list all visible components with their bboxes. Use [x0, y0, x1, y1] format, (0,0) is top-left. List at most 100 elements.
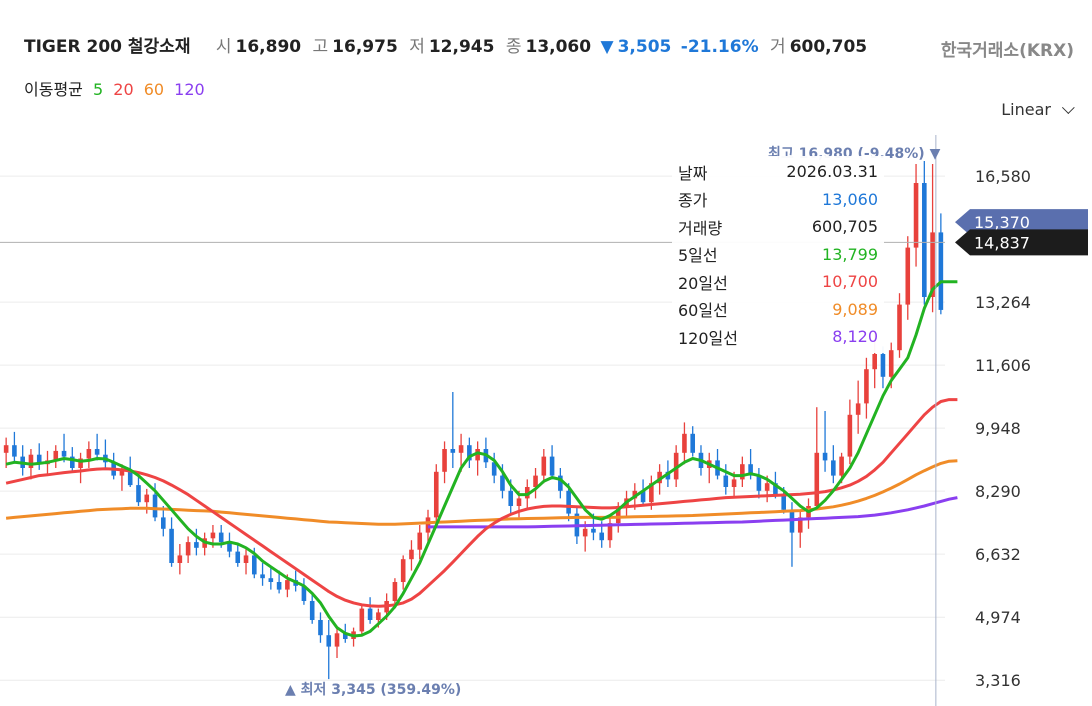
candle-body: [748, 464, 753, 476]
candle-body: [185, 542, 191, 556]
candle-body: [251, 555, 257, 575]
candle-body: [36, 454, 42, 465]
candle-body: [756, 475, 762, 491]
candle-body: [839, 456, 844, 476]
candle-body: [566, 490, 571, 514]
open-label: 시: [215, 37, 232, 57]
open-value: 16,890: [235, 37, 302, 57]
ma120-line: [428, 496, 958, 529]
scale-selector[interactable]: Linear: [1001, 100, 1075, 119]
crosshair-tooltip: 날짜 2026.03.31 종가 13,060 거래량 600,705 5일선 13,7…: [672, 156, 884, 353]
candle-body: [367, 608, 373, 620]
y-tick-label: 4,974: [975, 608, 1021, 627]
candle-body: [764, 483, 770, 491]
candle-body: [70, 456, 75, 468]
high-label: 고: [312, 37, 329, 57]
candle-body: [458, 445, 464, 453]
price-tag-label: 15,370: [974, 213, 1030, 232]
candle-body: [342, 633, 348, 639]
candle-body: [491, 462, 497, 476]
candle-body: [194, 542, 199, 548]
tooltip-value: 10,700: [822, 272, 878, 292]
candle-body: [136, 485, 141, 503]
ma-legend-5[interactable]: 5: [92, 80, 104, 99]
ma5-line: [5, 280, 958, 638]
candle-body: [376, 612, 381, 620]
candle-body: [682, 433, 687, 453]
candle-body: [12, 445, 17, 457]
change-value: 3,505: [617, 37, 672, 57]
exchange-name: 한국거래소(KRX): [940, 41, 1074, 61]
tooltip-value: 600,705: [811, 217, 878, 237]
candle-body: [61, 450, 67, 457]
candle-body: [657, 471, 662, 484]
tooltip-value: 13,060: [822, 189, 878, 209]
candle-body: [888, 350, 894, 377]
candle-body: [450, 449, 456, 453]
candle-body: [938, 232, 944, 310]
candle-body: [913, 183, 919, 248]
y-tick-label: 9,948: [975, 419, 1021, 438]
candle-body: [640, 490, 646, 503]
candle-body: [930, 232, 935, 297]
candle-body: [822, 452, 828, 461]
candle-body: [855, 403, 861, 415]
ma20-line: [5, 398, 958, 608]
volume-value: 600,705: [789, 37, 868, 57]
tooltip-value: 2026.03.31: [786, 162, 878, 182]
y-tick-label: 16,580: [975, 167, 1031, 186]
candle-body: [210, 532, 216, 539]
candle-body: [731, 479, 737, 487]
high-value: 16,975: [332, 37, 398, 57]
moving-average-legend: 이동평균 5 20 60 120: [24, 76, 210, 100]
ma-legend-60[interactable]: 60: [143, 80, 165, 99]
candle-body: [334, 633, 340, 647]
price-tag: [955, 229, 1088, 256]
y-tick-label: 8,290: [975, 482, 1021, 501]
candle-body: [276, 582, 282, 590]
y-tick-label: 6,632: [975, 545, 1021, 564]
candle-body: [53, 450, 59, 461]
candle-body: [549, 456, 555, 476]
tooltip-row-date: 날짜 2026.03.31: [678, 162, 878, 183]
candle-body: [177, 555, 183, 563]
low-value: 12,945: [428, 37, 495, 57]
y-tick-label: 11,606: [975, 356, 1031, 375]
quote-header: TIGER 200 철강소재 시 16,890 고 16,975 저 12,945 종…: [24, 32, 867, 57]
candle-body: [268, 578, 274, 582]
candle-body: [400, 559, 406, 582]
close-label: 종: [505, 37, 522, 57]
candle-body: [814, 452, 820, 506]
candle-body: [690, 433, 696, 453]
candle-body: [864, 369, 869, 404]
candle-body: [318, 620, 323, 636]
candle-body: [615, 506, 621, 524]
candle-body: [831, 460, 836, 476]
candle-body: [649, 483, 654, 503]
candle-body: [872, 354, 877, 370]
candle-body: [475, 449, 480, 461]
candle-body: [582, 528, 588, 537]
candle-body: [905, 247, 911, 305]
price-tag-label: 14,837: [974, 233, 1030, 252]
candle-body: [673, 452, 679, 480]
candle-body: [524, 487, 530, 499]
candle-body: [78, 458, 83, 468]
candle-body: [359, 608, 365, 632]
candle-body: [467, 445, 472, 461]
price-tag: [955, 209, 1088, 236]
candle-body: [433, 471, 439, 518]
candle-body: [144, 494, 150, 503]
volume-label: 거: [770, 37, 786, 57]
candle-body: [260, 574, 265, 579]
ma-legend-120[interactable]: 120: [174, 80, 205, 99]
candle-body: [533, 475, 538, 487]
candle-body: [243, 555, 249, 563]
candle-body: [781, 494, 786, 510]
candle-body: [119, 469, 125, 476]
y-tick-label: 13,264: [975, 293, 1031, 312]
tooltip-row-volume: 거래량 600,705: [678, 217, 878, 238]
ma-legend-20[interactable]: 20: [113, 80, 134, 99]
candle-body: [392, 582, 398, 601]
